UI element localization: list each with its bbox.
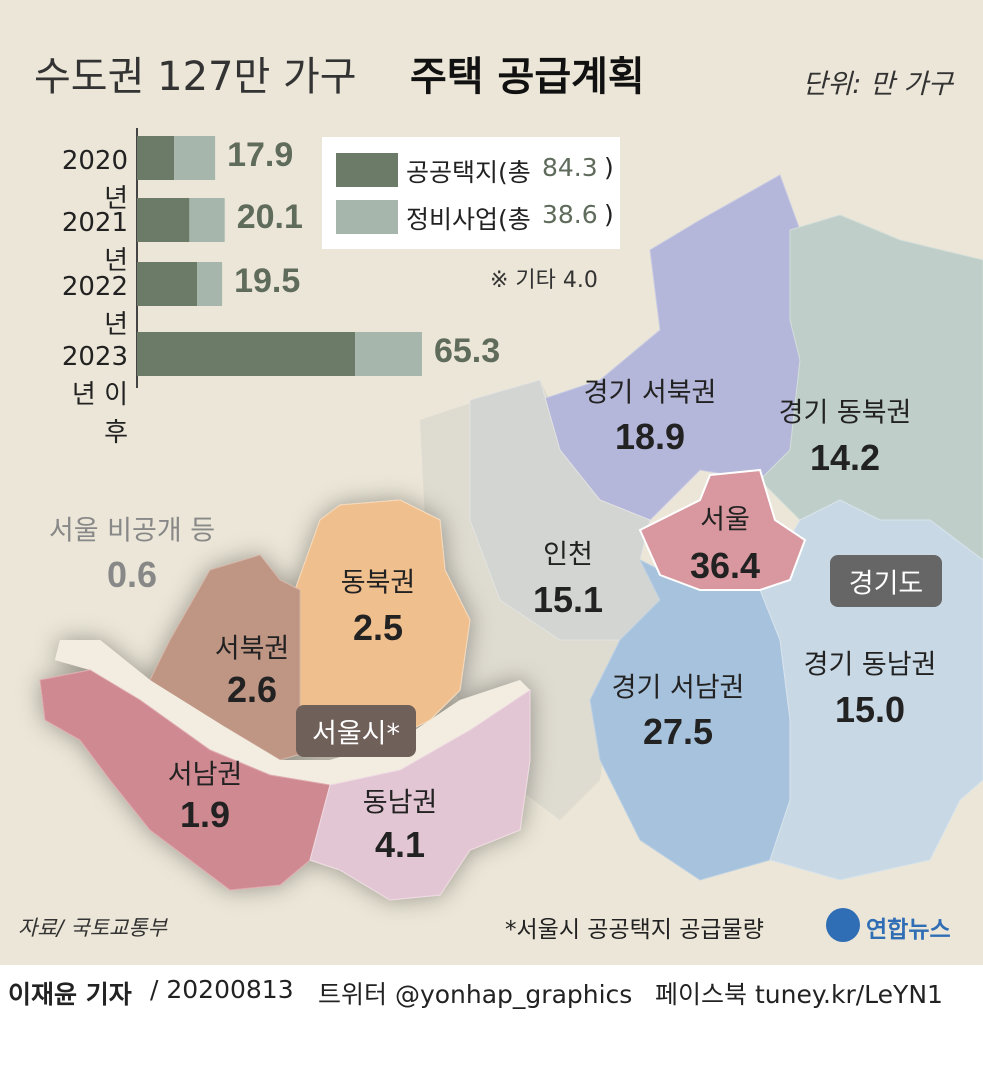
twitter: 트위터 @yonhap_graphics — [318, 980, 633, 1009]
region-value: 36.4 — [689, 545, 761, 586]
region-seoul — [638, 468, 807, 591]
legend-suffix: ) — [604, 200, 614, 229]
reporter: 이재윤 기자 — [8, 980, 132, 1009]
region-value: 2.5 — [352, 607, 404, 648]
region-label: 동북권 — [340, 567, 416, 599]
bar — [137, 198, 190, 242]
label-box — [830, 555, 942, 607]
title-bold: 주택 공급계획 — [410, 54, 645, 100]
legend-total: 38.6 — [542, 200, 598, 229]
total-label: 65.3 — [433, 332, 501, 370]
y-tick-label: 2020년 — [61, 146, 128, 214]
label-box — [296, 705, 416, 757]
region-value: 18.9 — [614, 416, 686, 457]
map-label: 경기도 — [848, 568, 924, 600]
legend-suffix: ) — [604, 153, 614, 182]
logo-mark — [826, 908, 860, 942]
total-label: 19.5 — [234, 262, 301, 300]
legend-total: 84.3 — [542, 153, 598, 182]
region-label: 경기 동남권 — [803, 649, 937, 681]
region-label: 동남권 — [362, 787, 438, 819]
legend-swatch — [336, 153, 398, 187]
bar — [174, 136, 216, 180]
region-label: 서울 — [700, 504, 750, 536]
y-tick-label: 2023년 이후 — [61, 342, 128, 448]
unit: 단위: 만 가구 — [802, 69, 953, 100]
logo: 연합뉴스 — [866, 917, 951, 943]
region-label: 경기 서남권 — [611, 672, 745, 704]
region-label: 서울 비공개 등 — [48, 515, 216, 547]
region-value: 0.6 — [106, 554, 158, 595]
region-value: 4.1 — [374, 824, 426, 865]
region-value: 15.0 — [834, 689, 906, 730]
y-tick-label: 2021년 — [61, 208, 128, 276]
region-label: 서남권 — [167, 759, 243, 791]
district-sw — [39, 669, 331, 891]
title: 수도권 127만 가구 — [34, 54, 357, 100]
bar — [137, 332, 356, 376]
bar — [189, 198, 225, 242]
region-value: 1.9 — [179, 794, 231, 835]
facebook: 페이스북 tuney.kr/LeYN1 — [655, 980, 943, 1009]
y-tick-label: 2022년 — [61, 272, 128, 340]
source: 자료/ 국토교통부 — [18, 916, 167, 940]
region-value: 15.1 — [532, 579, 604, 620]
total-label: 20.1 — [236, 198, 303, 236]
region-label: 경기 서북권 — [583, 377, 717, 409]
region-label: 서북권 — [214, 633, 290, 665]
note: ※ 기타 4.0 — [490, 268, 598, 293]
total-label: 17.9 — [227, 136, 294, 174]
region-label: 인천 — [543, 539, 593, 571]
region-label: 경기 동북권 — [778, 397, 912, 429]
footnote: *서울시 공공택지 공급물량 — [505, 917, 764, 943]
bar — [355, 332, 422, 376]
date: / 20200813 — [150, 975, 294, 1004]
bar — [137, 262, 198, 306]
region-value: 14.2 — [809, 437, 881, 478]
legend-label: 정비사업(총 — [406, 205, 531, 234]
legend-swatch — [336, 200, 398, 234]
map-label: 서울시* — [311, 718, 401, 750]
bar — [137, 136, 175, 180]
district-se — [309, 689, 531, 901]
legend-label: 공공택지(총 — [406, 158, 531, 187]
bar — [197, 262, 223, 306]
region-value: 27.5 — [642, 711, 714, 752]
region-value: 2.6 — [226, 669, 278, 710]
